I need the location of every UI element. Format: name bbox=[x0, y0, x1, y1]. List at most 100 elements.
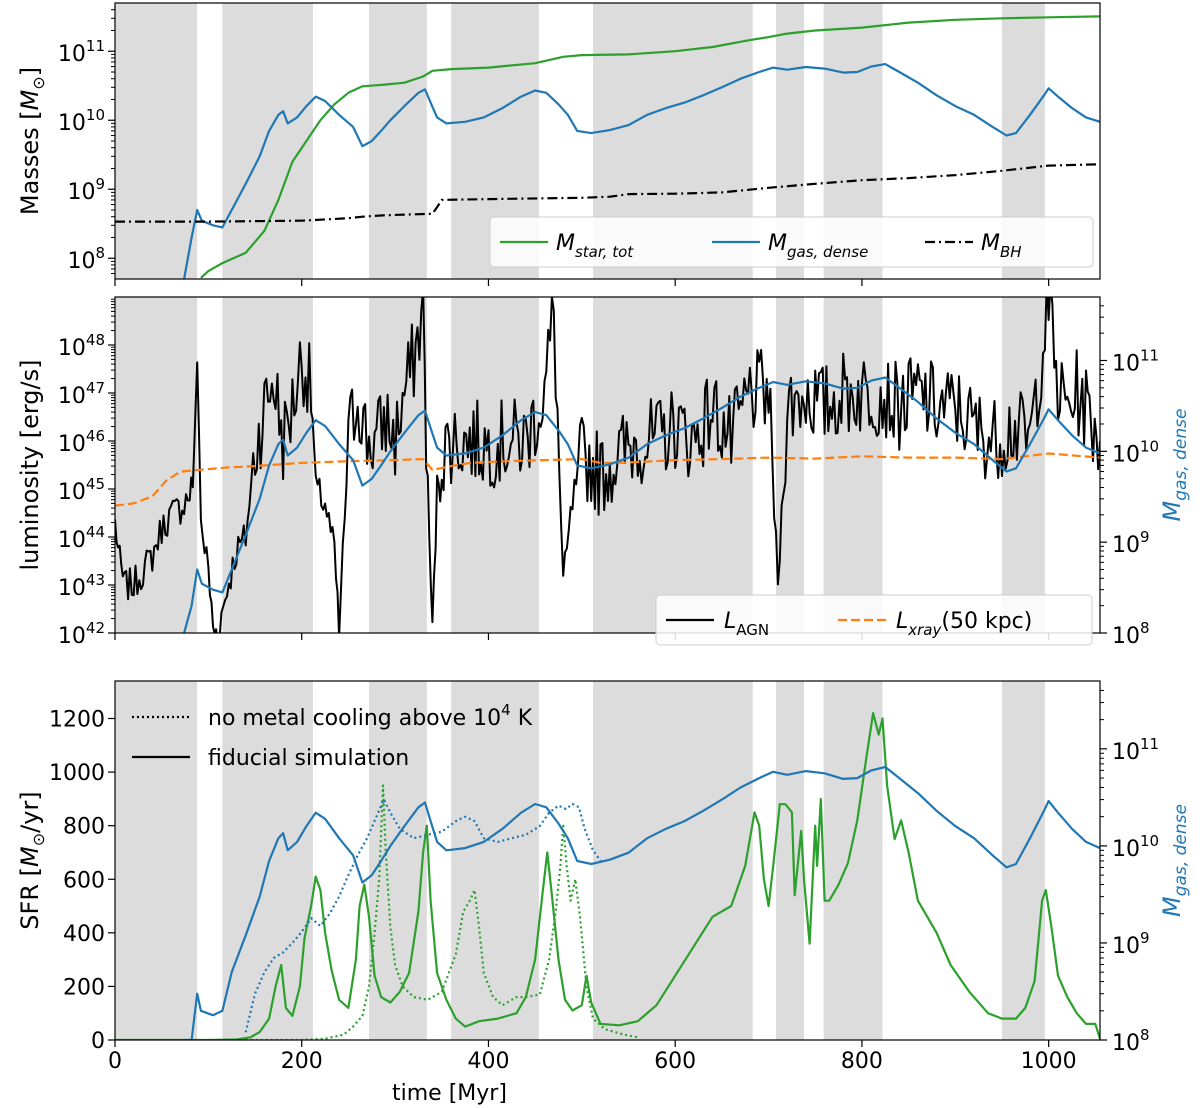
tick-label-base: 10 bbox=[1112, 740, 1140, 765]
plot-frame bbox=[114, 2, 1101, 280]
legend-label: MBH bbox=[981, 231, 1022, 261]
tick-label-exponent: 11 bbox=[1140, 346, 1159, 364]
tick-label-exponent: 10 bbox=[1140, 437, 1159, 455]
shaded-interval bbox=[115, 681, 198, 1040]
tick-label-base: 10 bbox=[58, 384, 86, 409]
y-tick-label: 108 bbox=[67, 244, 105, 274]
legend-symbol: L bbox=[896, 609, 908, 634]
panel-luminosity: 1042104310441045104610471048108109101010… bbox=[16, 296, 1191, 649]
shaded-interval bbox=[593, 297, 753, 633]
y2-tick-label: 1010 bbox=[1112, 437, 1159, 467]
series-group bbox=[115, 297, 1100, 633]
shaded-interval bbox=[1001, 681, 1045, 1040]
y-tick-label: 1011 bbox=[58, 37, 105, 67]
legend-symbol: L bbox=[724, 609, 736, 634]
y2-tick-label: 108 bbox=[1112, 619, 1150, 649]
y-tick-label: 200 bbox=[63, 975, 105, 1000]
y-tick-label: 600 bbox=[63, 868, 105, 893]
shaded-interval bbox=[823, 297, 883, 633]
shaded-interval bbox=[368, 681, 427, 1040]
shaded-interval bbox=[368, 297, 427, 633]
tick-label-base: 10 bbox=[67, 249, 95, 274]
shaded-interval bbox=[451, 681, 539, 1040]
y-tick-label: 1010 bbox=[58, 106, 105, 136]
legend: Mstar, tot Mgas, dense MBH bbox=[489, 216, 1094, 268]
tick-label-exponent: 42 bbox=[86, 619, 105, 637]
tick-label-exponent: 8 bbox=[95, 244, 105, 262]
y2-tick-label: 109 bbox=[1112, 929, 1150, 959]
series-line bbox=[115, 452, 1100, 507]
y-tick-label: 400 bbox=[63, 922, 105, 947]
x-tick-label: 200 bbox=[281, 1049, 323, 1074]
tick-label-exponent: 11 bbox=[86, 37, 105, 55]
x-tick-label: 0 bbox=[108, 1049, 122, 1074]
y-axis-label-sub: ⊙ bbox=[29, 76, 48, 89]
y-axis-label-symbol: M bbox=[16, 846, 44, 867]
y2-tick-label: 108 bbox=[1112, 1026, 1150, 1056]
y2-axis-label-sub: gas, dense bbox=[1171, 409, 1191, 501]
tick-label-base: 10 bbox=[58, 432, 86, 457]
x-tick-label: 400 bbox=[467, 1049, 509, 1074]
legend-box bbox=[489, 216, 1094, 268]
series-line bbox=[184, 765, 1100, 1040]
tick-label-base: 10 bbox=[1112, 351, 1140, 376]
y-tick-label: 1047 bbox=[58, 379, 105, 409]
y2-axis-label-symbol: M bbox=[1158, 500, 1186, 521]
tick-label-base: 10 bbox=[67, 180, 95, 205]
tick-label-base: 10 bbox=[58, 42, 86, 67]
y2-tick-label: 1010 bbox=[1112, 832, 1159, 862]
legend-superscript: 4 bbox=[501, 701, 511, 719]
shaded-interval bbox=[368, 3, 427, 279]
series-line bbox=[200, 15, 1100, 279]
y-axis-label-symbol: M bbox=[16, 89, 44, 110]
x-axis-label: time [Myr] bbox=[392, 1081, 507, 1106]
legend-subscript: BH bbox=[1000, 243, 1022, 261]
tick-label-base: 10 bbox=[58, 624, 86, 649]
tick-label-exponent: 10 bbox=[86, 106, 105, 124]
tick-label-base: 10 bbox=[1112, 442, 1140, 467]
x-tick-label: 800 bbox=[841, 1049, 883, 1074]
y-axis-label-tail: /yr] bbox=[16, 791, 44, 833]
tick-label-exponent: 46 bbox=[86, 427, 105, 445]
y2-axis-label: Mgas, dense bbox=[1158, 804, 1191, 917]
series-group bbox=[115, 15, 1100, 279]
y2-tick-label: 109 bbox=[1112, 528, 1150, 558]
tick-label-base: 10 bbox=[1112, 934, 1140, 959]
tick-label-exponent: 11 bbox=[1140, 735, 1159, 753]
y-tick-label: 1046 bbox=[58, 427, 105, 457]
y-tick-label: 0 bbox=[91, 1029, 105, 1054]
y-axis-label-sub: ⊙ bbox=[29, 833, 48, 846]
tick-label-exponent: 9 bbox=[95, 175, 105, 193]
legend: LAGN Lxray(50 kpc) bbox=[655, 594, 1093, 646]
tick-label-exponent: 8 bbox=[1140, 1026, 1150, 1044]
shaded-interval bbox=[451, 297, 539, 633]
y-axis-label: luminosity [erg/s] bbox=[16, 360, 44, 571]
shaded-intervals bbox=[115, 681, 1045, 1040]
y2-tick-label: 1011 bbox=[1112, 346, 1159, 376]
y2-axis-label-sub: gas, dense bbox=[1171, 804, 1191, 896]
plot-frame bbox=[114, 680, 1101, 1041]
tick-label-exponent: 9 bbox=[1140, 528, 1150, 546]
series-line bbox=[245, 784, 639, 1040]
panel-sfr: 0 200 400 600 800 1000 0 200 400 600 800 1000 1200 10… bbox=[16, 680, 1191, 1074]
tick-label-exponent: 44 bbox=[86, 523, 105, 541]
shaded-interval bbox=[115, 3, 198, 279]
legend-label: Lxray(50 kpc) bbox=[896, 609, 1032, 639]
plot-frame bbox=[114, 296, 1101, 634]
tick-label-exponent: 8 bbox=[1140, 619, 1150, 637]
y-tick-label: 1043 bbox=[58, 571, 105, 601]
series-group bbox=[115, 712, 1100, 1040]
x-tick-label: 600 bbox=[654, 1049, 696, 1074]
legend-symbol: M bbox=[556, 231, 575, 256]
tick-label-base: 10 bbox=[58, 480, 86, 505]
y-tick-label: 1045 bbox=[58, 475, 105, 505]
legend-label: fiducial simulation bbox=[208, 746, 409, 771]
legend-box bbox=[655, 594, 1093, 646]
tick-label-exponent: 9 bbox=[1140, 929, 1150, 947]
legend-subscript: gas, dense bbox=[787, 243, 868, 261]
legend-label: Mstar, tot bbox=[556, 231, 634, 261]
tick-label-base: 10 bbox=[58, 528, 86, 553]
tick-label-exponent: 48 bbox=[86, 331, 105, 349]
